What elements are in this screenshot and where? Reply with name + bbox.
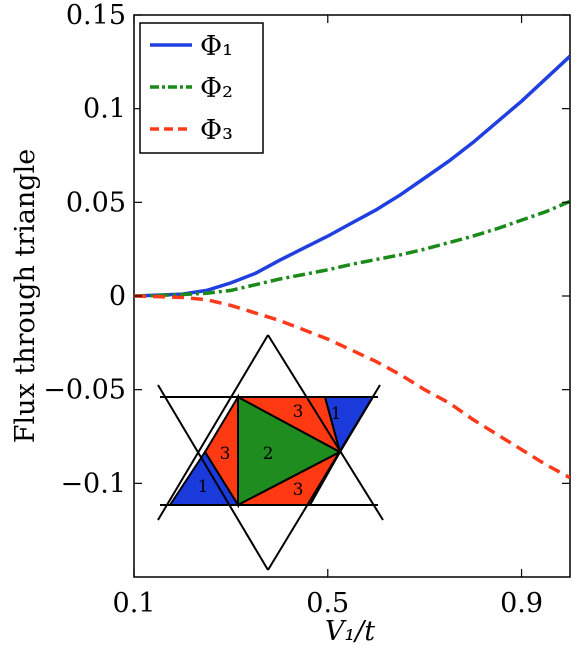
y-axis-label: Flux through triangle [10,149,41,443]
y-tick-label: −0.05 [43,375,126,406]
y-tick-label: 0.05 [66,187,126,218]
x-tick-label: 0.5 [306,588,349,619]
inset-label: 3 [293,402,304,422]
inset-label: 3 [220,444,231,464]
y-tick-label: 0.15 [66,0,126,31]
inset-lattice-line [157,334,269,521]
legend-label-2: Φ₂ [200,73,233,104]
inset-label: 1 [331,404,342,424]
y-tick-label: 0.1 [83,94,126,125]
inset-lattice-line [267,384,381,571]
series-line-1 [134,54,570,298]
inset-label: 1 [198,477,209,497]
y-tick-label: 0 [109,281,126,312]
y-tick-label: −0.1 [60,468,126,499]
inset-lattice-line [157,384,269,571]
inset-label: 2 [263,444,274,464]
x-tick-label: 0.1 [113,588,156,619]
legend-label-1: Φ₁ [200,31,233,62]
inset-lattice-line [267,334,384,521]
inset-label: 3 [293,480,304,500]
legend: Φ₁ Φ₂ Φ₃ [139,22,264,154]
x-axis-label: V₁/t [325,616,375,647]
x-tick-label: 0.9 [500,588,543,619]
series-line-2 [134,199,570,298]
legend-label-3: Φ₃ [200,115,233,146]
